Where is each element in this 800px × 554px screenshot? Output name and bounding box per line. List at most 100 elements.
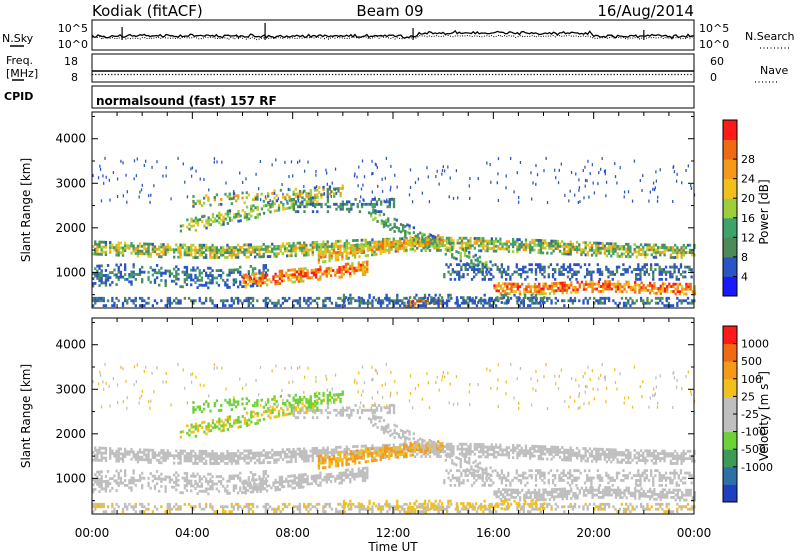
power-cell bbox=[298, 244, 302, 247]
power-cell bbox=[649, 268, 653, 271]
power-cell bbox=[458, 236, 462, 240]
power-cell bbox=[234, 248, 238, 252]
velocity-cell bbox=[219, 452, 223, 456]
velocity-cell bbox=[452, 445, 455, 449]
power-cell bbox=[100, 248, 103, 251]
power-cell bbox=[420, 299, 423, 303]
power-cell bbox=[360, 242, 363, 246]
power-cell bbox=[254, 195, 257, 199]
power-cell bbox=[317, 268, 320, 272]
power-cell bbox=[628, 265, 631, 269]
velocity-cell bbox=[96, 470, 99, 474]
power-cell bbox=[241, 250, 244, 254]
power-cell bbox=[268, 245, 272, 249]
power-cell bbox=[486, 161, 488, 165]
power-cell bbox=[627, 285, 630, 289]
velocity-cell bbox=[245, 456, 248, 460]
power-cell bbox=[317, 261, 321, 264]
velocity-cell bbox=[115, 457, 118, 461]
power-cell bbox=[121, 251, 125, 255]
power-cell bbox=[448, 247, 452, 251]
power-cell bbox=[297, 275, 301, 278]
velocity-cell bbox=[256, 451, 259, 455]
velocity-cell bbox=[207, 452, 210, 456]
velocity-cell bbox=[646, 451, 649, 455]
velocity-cell bbox=[563, 453, 566, 457]
power-cell bbox=[226, 214, 229, 218]
power-cell bbox=[222, 271, 225, 275]
power-cell bbox=[233, 215, 236, 219]
power-cell bbox=[123, 268, 127, 272]
power-cell bbox=[324, 296, 327, 300]
power-cell bbox=[676, 304, 679, 308]
power-cell bbox=[325, 168, 327, 172]
freq-left-tick-top: 18 bbox=[64, 55, 78, 68]
power-cell bbox=[599, 299, 602, 303]
power-cell bbox=[561, 289, 564, 292]
power-cell bbox=[382, 225, 386, 229]
velocity-cell bbox=[612, 458, 615, 462]
power-cell bbox=[387, 217, 390, 221]
power-cell bbox=[207, 281, 210, 285]
power-cell bbox=[303, 246, 306, 250]
power-cell bbox=[345, 207, 349, 211]
power-cell bbox=[583, 196, 585, 200]
power-cell bbox=[300, 248, 304, 252]
power-cell bbox=[333, 187, 336, 191]
velocity-cell bbox=[132, 479, 135, 482]
power-cell bbox=[219, 274, 223, 277]
power-cell bbox=[506, 287, 509, 291]
power-cell bbox=[516, 245, 519, 249]
power-cell bbox=[339, 296, 342, 300]
power-cell bbox=[251, 245, 255, 249]
power-cell bbox=[530, 270, 533, 274]
power-cell bbox=[501, 287, 505, 291]
power-cell bbox=[409, 186, 412, 190]
power-cell bbox=[317, 251, 321, 255]
power-cell bbox=[416, 246, 419, 250]
velocity-cell bbox=[688, 457, 692, 461]
power-cell bbox=[661, 287, 665, 291]
velocity-cell bbox=[567, 458, 570, 462]
power-cell bbox=[563, 288, 566, 292]
power-cell bbox=[565, 286, 569, 290]
power-cell bbox=[190, 299, 193, 303]
power-cell bbox=[313, 240, 317, 244]
velocity-cell bbox=[249, 449, 253, 453]
velocity-cell bbox=[467, 450, 470, 454]
power-cell bbox=[138, 273, 142, 276]
power-cell bbox=[230, 218, 234, 222]
velocity-cell bbox=[322, 449, 325, 452]
velocity-cell bbox=[132, 471, 135, 475]
power-cell bbox=[595, 299, 598, 303]
power-cell bbox=[92, 272, 95, 276]
power-cell bbox=[168, 272, 172, 276]
power-cell bbox=[533, 287, 537, 291]
velocity-cell bbox=[533, 449, 536, 453]
power-cell bbox=[241, 275, 244, 279]
power-cell bbox=[543, 268, 546, 271]
power-cell bbox=[438, 293, 442, 297]
power-cell bbox=[590, 253, 594, 257]
power-cell bbox=[602, 287, 605, 291]
power-cell bbox=[496, 298, 499, 302]
power-cell bbox=[249, 253, 253, 257]
power-cell bbox=[296, 192, 300, 196]
power-cell bbox=[657, 246, 660, 249]
power-cell bbox=[414, 181, 417, 185]
power-cell bbox=[102, 281, 105, 285]
power-cell bbox=[653, 188, 656, 192]
power-cell bbox=[119, 270, 123, 274]
power-cell bbox=[104, 253, 108, 256]
power-cell bbox=[166, 245, 169, 249]
power-cell bbox=[530, 263, 533, 267]
power-cell bbox=[512, 245, 515, 249]
power-cell bbox=[353, 253, 357, 257]
power-cell bbox=[324, 255, 327, 259]
power-cell bbox=[134, 252, 137, 255]
power-cell bbox=[588, 195, 590, 199]
power-cell bbox=[287, 268, 290, 272]
power-cell bbox=[351, 248, 355, 252]
power-cell bbox=[249, 265, 253, 268]
power-cell bbox=[303, 299, 306, 303]
